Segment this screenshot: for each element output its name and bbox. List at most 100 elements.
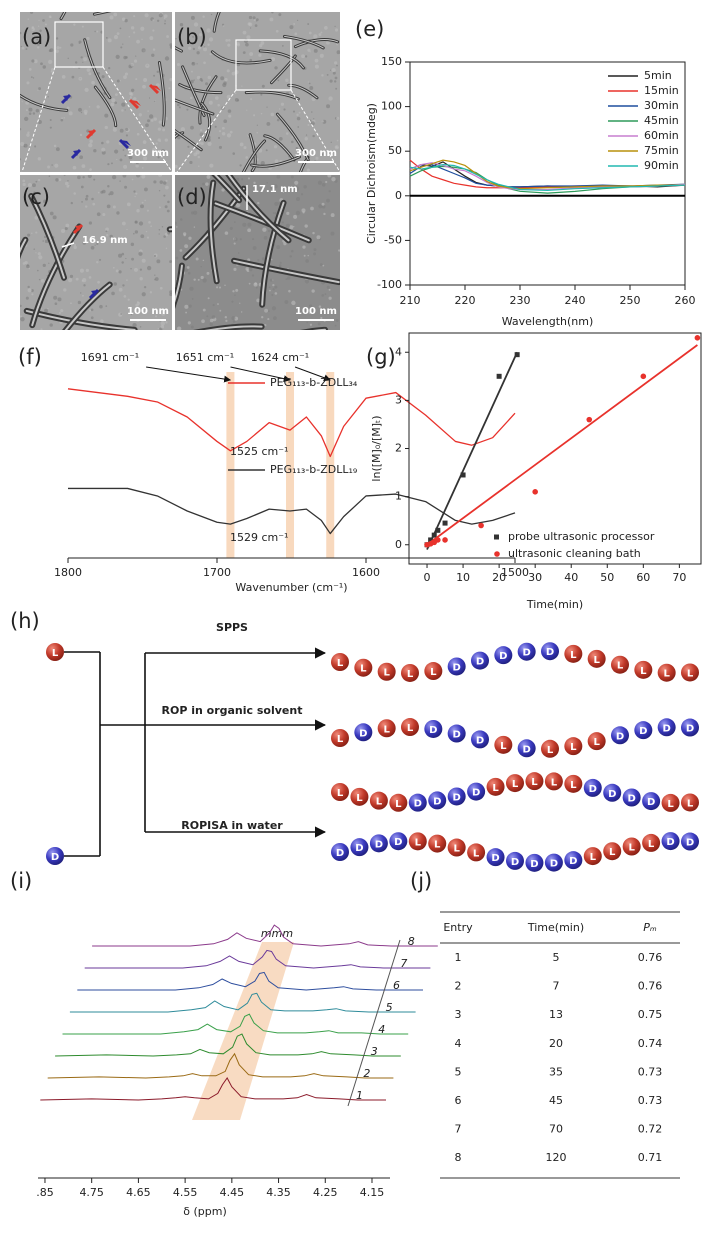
bead <box>611 726 629 745</box>
noise <box>166 35 169 38</box>
noise <box>183 234 186 237</box>
noise <box>97 191 100 194</box>
noise <box>102 212 106 217</box>
noise <box>23 37 27 42</box>
bead-letter: L <box>512 779 519 790</box>
noise <box>153 254 157 258</box>
noise <box>298 111 301 114</box>
noise <box>38 19 40 21</box>
noise <box>126 279 128 281</box>
noise <box>190 15 195 20</box>
x-tick-label: 1700 <box>203 566 231 579</box>
noise <box>215 96 219 100</box>
noise <box>154 277 159 281</box>
noise <box>35 231 38 234</box>
bead <box>564 851 583 870</box>
fiber-core <box>60 12 66 20</box>
noise <box>42 19 45 22</box>
point <box>640 373 647 380</box>
noise <box>31 26 35 29</box>
noise <box>335 146 338 149</box>
noise <box>188 304 192 308</box>
noise <box>108 193 111 196</box>
y-tick-label: -50 <box>384 233 402 246</box>
noise <box>25 296 29 300</box>
noise <box>94 30 96 33</box>
noise <box>86 68 91 72</box>
bead-letter: D <box>453 792 461 803</box>
noise <box>197 165 200 168</box>
noise <box>193 152 198 157</box>
noise <box>276 245 281 250</box>
noise <box>224 315 228 319</box>
noise <box>325 180 328 184</box>
bead-letter: D <box>639 726 647 737</box>
trace-label: 7 <box>400 957 407 970</box>
bead <box>642 792 661 811</box>
bead-letter: L <box>667 799 674 810</box>
noise <box>42 263 46 267</box>
bead-letter: D <box>628 794 636 805</box>
noise <box>158 190 161 192</box>
noise <box>285 78 289 83</box>
table-header: Pₘ <box>643 921 657 934</box>
tem-bg <box>175 175 340 330</box>
noise <box>304 55 308 58</box>
noise <box>130 313 133 316</box>
noise <box>63 175 66 177</box>
noise <box>125 134 128 137</box>
noise <box>220 76 225 81</box>
noise <box>20 45 23 48</box>
bead <box>46 847 64 865</box>
noise <box>26 133 30 137</box>
noise <box>258 43 263 48</box>
noise <box>335 87 338 90</box>
fiber-core <box>175 47 182 52</box>
noise <box>326 40 330 45</box>
y-tick-label: 150 <box>381 55 402 68</box>
noise <box>169 77 172 82</box>
noise <box>274 66 278 70</box>
noise <box>128 151 133 156</box>
noise <box>160 324 165 329</box>
scale-bar-label: 300 nm <box>295 148 337 159</box>
fiber-core <box>201 102 211 141</box>
noise <box>112 205 116 209</box>
noise <box>49 16 52 19</box>
noise <box>185 311 188 314</box>
noise <box>271 57 276 62</box>
bead-letter: D <box>550 859 558 870</box>
noise <box>296 196 301 202</box>
noise <box>328 190 331 193</box>
noise <box>192 47 196 51</box>
noise <box>279 261 282 264</box>
noise <box>324 26 328 30</box>
noise <box>218 145 223 149</box>
noise <box>336 43 339 46</box>
noise <box>37 252 41 256</box>
x-tick-label: 4.25 <box>313 1186 338 1199</box>
noise <box>321 74 324 77</box>
noise <box>105 305 108 307</box>
noise <box>124 154 127 157</box>
noise <box>185 194 189 197</box>
point <box>586 416 593 423</box>
tem-bg <box>20 12 172 172</box>
route-label: SPPS <box>216 621 248 634</box>
noise <box>129 96 132 99</box>
noise <box>73 192 76 195</box>
nmr-trace <box>55 1033 401 1057</box>
legend-label: ultrasonic cleaning bath <box>508 547 641 560</box>
noise <box>119 27 122 30</box>
noise <box>162 128 166 132</box>
noise <box>292 110 296 113</box>
noise <box>303 185 307 189</box>
noise <box>43 199 47 204</box>
noise <box>143 285 147 289</box>
noise <box>38 255 43 260</box>
point <box>431 532 437 538</box>
noise <box>108 66 111 70</box>
noise <box>109 191 114 196</box>
noise <box>40 308 43 310</box>
